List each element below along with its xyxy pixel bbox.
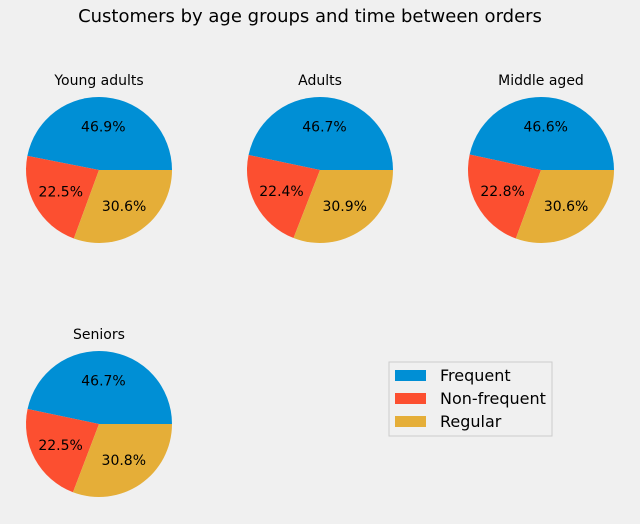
legend-swatch-regular [395, 416, 426, 427]
chart-title: Customers by age groups and time between… [78, 6, 542, 27]
pie-slice-regular [72, 424, 172, 498]
pie-slice-label: 30.6% [544, 199, 588, 215]
pie-young-adults: Young adults 46.9% 22.5% 30.6% [25, 73, 173, 244]
pie-slice-label: 46.6% [523, 119, 567, 135]
pie-slice-regular [515, 170, 614, 244]
pie-slice-non-frequent [25, 408, 100, 493]
legend-label-regular: Regular [440, 412, 502, 431]
pie-slice-label: 30.6% [102, 199, 146, 215]
legend-swatch-non-frequent [395, 393, 426, 404]
pie-slice-frequent [27, 350, 173, 424]
pie-slice-label: 22.5% [38, 438, 82, 454]
pie-slice-label: 46.9% [81, 119, 125, 135]
pie-title: Middle aged [498, 73, 584, 89]
legend-label-frequent: Frequent [440, 366, 511, 385]
pie-title: Seniors [73, 327, 125, 343]
pie-grid: Young adults 46.9% 22.5% 30.6% Adults 46.7% 22… [25, 73, 614, 498]
pie-adults: Adults 46.7% 22.4% 30.9% [246, 73, 393, 244]
pie-title: Young adults [53, 73, 143, 89]
pie-slice-label: 46.7% [302, 119, 346, 135]
legend: Frequent Non-frequent Regular [388, 361, 553, 437]
pie-slice-frequent [27, 96, 173, 170]
pie-middle-aged: Middle aged 46.6% 22.8% 30.6% [467, 73, 614, 244]
pie-slice-regular [73, 170, 172, 244]
pie-slice-non-frequent [467, 154, 541, 239]
pie-slice-frequent [469, 96, 614, 170]
pie-slice-frequent [248, 96, 393, 170]
pie-slice-label: 22.8% [480, 184, 524, 200]
legend-swatch-frequent [395, 370, 426, 381]
pie-slice-label: 30.8% [102, 453, 146, 469]
pie-slice-label: 46.7% [81, 373, 125, 389]
pie-slice-label: 30.9% [322, 199, 366, 215]
pie-slice-label: 22.4% [259, 184, 303, 200]
pie-slice-regular [293, 170, 393, 244]
pie-title: Adults [298, 73, 342, 89]
pie-slice-label: 22.5% [39, 185, 83, 201]
pie-slice-non-frequent [246, 154, 320, 239]
pie-slice-non-frequent [25, 155, 99, 239]
legend-label-non-frequent: Non-frequent [440, 389, 546, 408]
pie-seniors: Seniors 46.7% 22.5% 30.8% [25, 327, 173, 498]
